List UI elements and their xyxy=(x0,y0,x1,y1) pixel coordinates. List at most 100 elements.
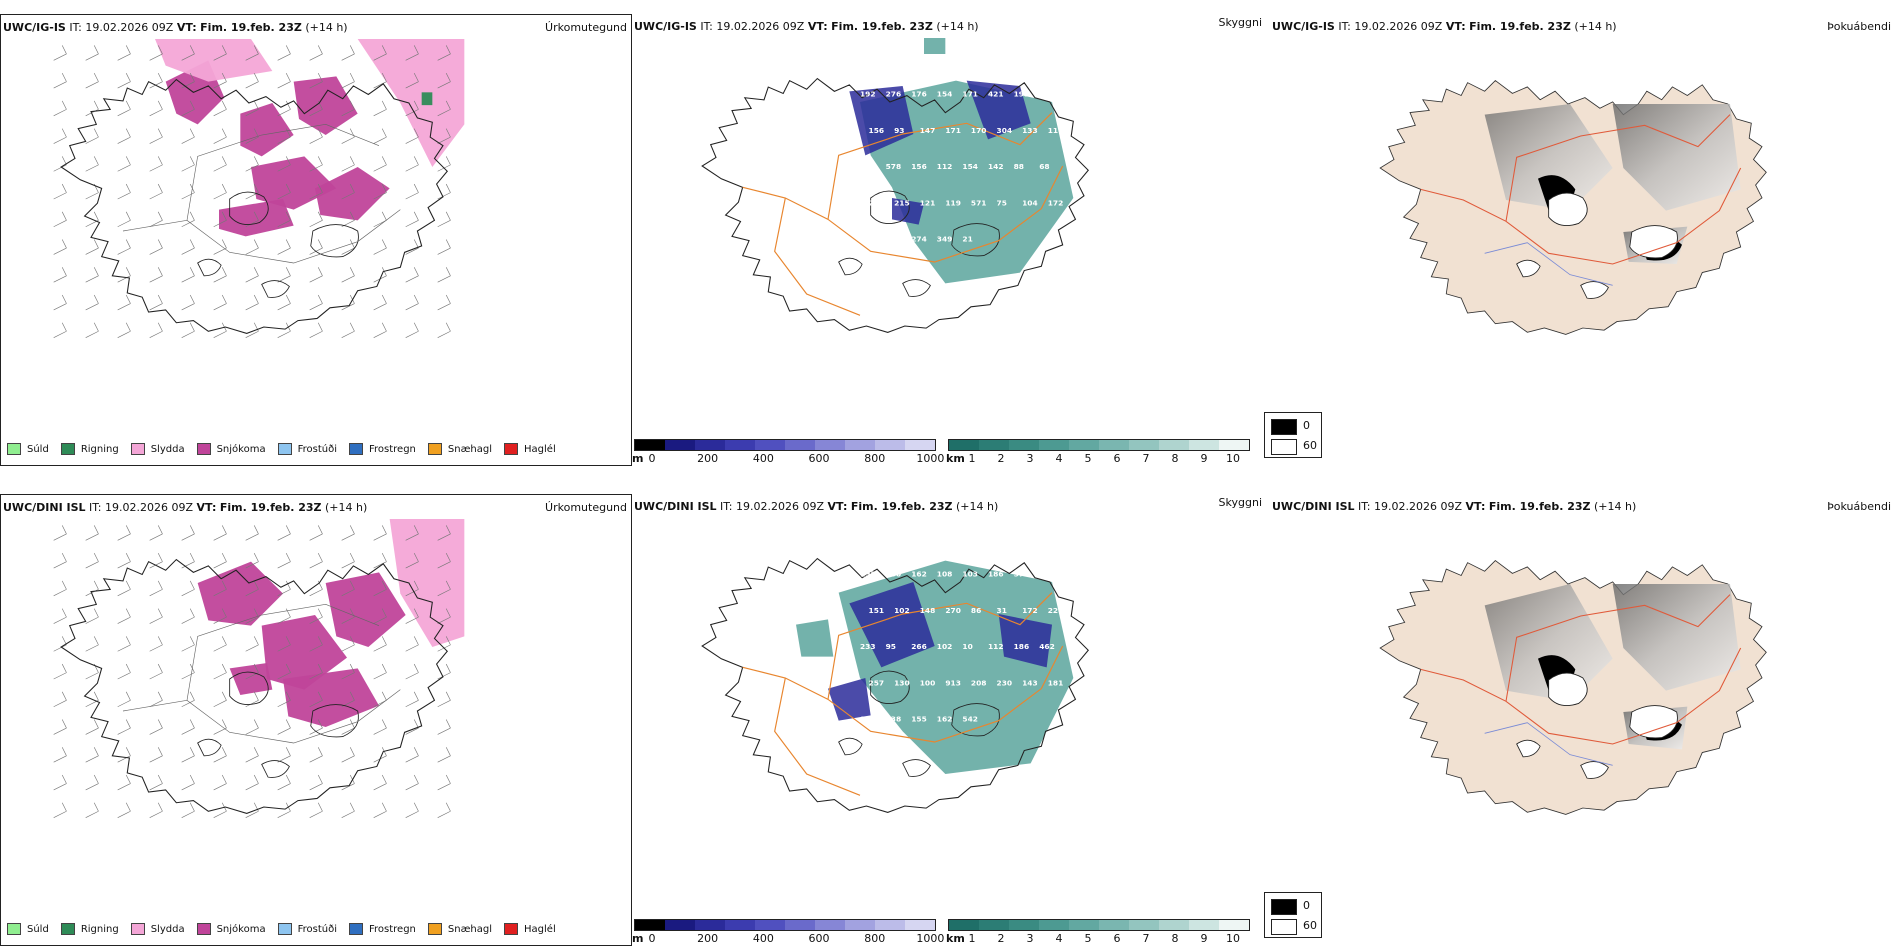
ceiling-value-label: 100 xyxy=(920,678,936,687)
glacier-outline xyxy=(1580,761,1609,779)
wind-barb xyxy=(405,525,419,541)
iceland-coastline xyxy=(701,77,1089,333)
wind-barb xyxy=(245,747,259,763)
wind-barb xyxy=(277,211,291,228)
precip-legend-item: Slydda xyxy=(130,443,185,455)
glacier-outline xyxy=(197,738,222,757)
wind-barb xyxy=(437,239,451,255)
glacier-outline xyxy=(1580,281,1609,299)
wind-barb xyxy=(53,802,67,818)
legend-swatch xyxy=(427,443,442,455)
road-network xyxy=(1420,114,1742,265)
wind-barb xyxy=(213,239,227,255)
wind-barb xyxy=(85,636,99,652)
wind-barb xyxy=(149,239,163,255)
wind-barb xyxy=(341,72,355,89)
wind-barb xyxy=(277,72,291,89)
ceiling-tick: 200 xyxy=(697,932,719,945)
wind-barb xyxy=(373,525,387,541)
wind-barb xyxy=(149,100,163,117)
panel-header: UWC/DINI ISL IT: 19.02.2026 09Z VT: Fim.… xyxy=(3,501,368,514)
wind-barb xyxy=(277,294,291,311)
fog-shading xyxy=(1484,104,1613,211)
visibility-map[interactable]: 192 130 162 108 103 186 578 123 151 102 148 270 86 31… xyxy=(632,518,1152,838)
legend-swatch xyxy=(7,923,21,935)
glacier-outline xyxy=(1516,259,1541,278)
wind-barb xyxy=(53,774,67,791)
precip-area xyxy=(421,92,433,106)
ceiling-value-label: 154 xyxy=(962,162,978,171)
wind-barb xyxy=(213,636,227,652)
wind-barb xyxy=(53,72,67,89)
ceiling-value-label: 266 xyxy=(911,642,927,651)
wind-barb xyxy=(117,322,131,338)
wind-barb xyxy=(181,294,195,311)
ceiling-tick: 400 xyxy=(752,452,774,465)
wind-barb xyxy=(309,45,323,61)
road-network xyxy=(122,124,401,264)
wind-barb xyxy=(213,267,227,283)
precip-map[interactable] xyxy=(1,39,501,359)
ceiling-value-label: 172 xyxy=(1022,606,1038,615)
wind-barb xyxy=(277,552,291,569)
wind-barb xyxy=(149,525,163,541)
wind-barb xyxy=(213,100,227,117)
wind-barb xyxy=(437,211,451,228)
wind-barb xyxy=(245,636,259,652)
ceiling-value-label: 274 xyxy=(911,235,927,244)
ceiling-unit: m xyxy=(632,452,644,465)
wind-barb xyxy=(53,267,67,283)
wind-barb xyxy=(117,45,131,61)
ceiling-value-label: 102 xyxy=(894,606,910,615)
ceiling-value-label: 31 xyxy=(997,606,1007,615)
ceiling-value-label: 578 xyxy=(886,162,902,171)
wind-barb xyxy=(437,183,451,200)
visibility-tick: 7 xyxy=(1142,932,1150,945)
legend-swatch xyxy=(277,923,292,935)
wind-barb xyxy=(85,608,99,624)
ceiling-area xyxy=(966,80,1031,140)
iceland-coastline xyxy=(701,557,1089,813)
fog-map[interactable] xyxy=(1310,40,1830,360)
wind-barb xyxy=(85,294,99,311)
precip-map[interactable] xyxy=(1,519,501,839)
ceiling-value-label: 181 xyxy=(1048,678,1064,687)
visibility-tick: 6 xyxy=(1113,452,1121,465)
wind-barb xyxy=(309,802,323,818)
ceiling-value-label: 171 xyxy=(945,126,961,135)
fog-legend-low-swatch xyxy=(1271,439,1297,455)
colorbar-step xyxy=(665,440,695,450)
wind-barb xyxy=(277,239,291,255)
ceiling-value-label: 154 xyxy=(937,90,953,99)
wind-barb xyxy=(181,267,195,283)
colorbar-step xyxy=(905,920,935,930)
wind-barb xyxy=(53,183,67,200)
visibility-map[interactable]: 192 276 176 154 171 421 199 96 156 93 147 171 170 304… xyxy=(632,38,1152,358)
colorbar-step xyxy=(949,440,979,450)
precip-legend-item: Snæhagl xyxy=(427,443,492,455)
wind-barb xyxy=(149,636,163,652)
wind-barb xyxy=(213,552,227,569)
wind-barb xyxy=(309,608,323,624)
wind-barb xyxy=(117,183,131,200)
panel-header: UWC/DINI ISL IT: 19.02.2026 09Z VT: Fim.… xyxy=(634,500,999,513)
precip-area xyxy=(229,663,273,695)
ceiling-value-label: 116 xyxy=(1048,126,1064,135)
precip-legend-item: Súld xyxy=(7,923,49,935)
fog-map[interactable] xyxy=(1310,520,1830,840)
precip-legend-item: Haglél xyxy=(504,443,556,455)
colorbar-step xyxy=(1039,440,1069,450)
wind-barb xyxy=(85,774,99,791)
ceiling-value-label: 233 xyxy=(860,642,876,651)
wind-barb xyxy=(373,100,387,117)
precip-legend-item: Slydda xyxy=(130,923,185,935)
wind-barb xyxy=(341,663,355,680)
wind-barb xyxy=(149,747,163,763)
colorbar-step xyxy=(875,440,905,450)
precip-panel: UWC/IG-IS IT: 19.02.2026 09Z VT: Fim. 19… xyxy=(0,14,632,466)
glacier-outline xyxy=(870,190,910,224)
visibility-panel: UWC/IG-IS IT: 19.02.2026 09Z VT: Fim. 19… xyxy=(632,14,1272,465)
wind-barb xyxy=(53,747,67,763)
wind-barb xyxy=(181,774,195,791)
wind-barb xyxy=(149,774,163,791)
